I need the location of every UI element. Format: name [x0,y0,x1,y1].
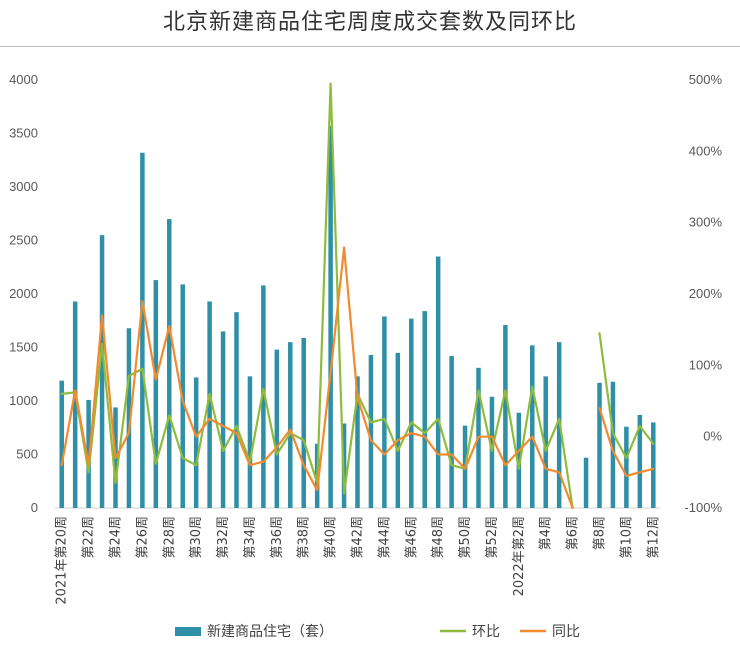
x-axis-tick-label: 第40周 [324,516,339,559]
x-axis-tick-label: 第6周 [566,516,581,550]
bar [449,356,454,508]
bar [610,381,616,508]
bar [395,352,401,508]
bar [382,316,387,508]
bar [597,382,602,508]
left-axis-tick-label: 1500 [9,340,38,355]
right-axis-tick-label: 200% [689,286,723,301]
left-axis-tick-label: 2000 [9,286,38,301]
left-axis-tick-label: 3500 [9,126,38,141]
bar [489,396,495,508]
bar [583,457,589,508]
bar [220,331,226,508]
x-axis-tick-label: 2022年第2周 [512,516,527,596]
bar [422,311,427,508]
chart-title: 北京新建商品住宅周度成交套数及同环比 [162,10,577,35]
x-axis-tick-label: 第30周 [189,516,204,559]
x-axis-tick-label: 第4周 [539,516,554,550]
legend-swatch-bar [175,627,201,636]
bar [409,318,414,508]
x-axis-tick-label: 第12周 [646,516,661,559]
bar [193,377,199,508]
x-axis-tick-label: 第32周 [216,516,231,559]
x-axis-tick-label: 第34周 [243,516,258,559]
legend-label: 环比 [472,624,500,640]
bar [207,301,212,508]
bar [288,342,293,508]
bar [328,126,333,508]
x-axis-tick-label: 第52周 [485,516,500,559]
x-axis-tick-label: 第46周 [404,516,419,559]
x-axis-tick-label: 第38周 [297,516,312,559]
legend-label: 新建商品住宅（套） [207,624,333,640]
left-axis-tick-label: 3000 [9,179,38,194]
bar [355,376,360,508]
x-axis-tick-label: 第22周 [82,516,97,559]
bar [247,376,253,508]
bar [72,301,78,508]
legend-label: 同比 [552,624,580,640]
x-axis-tick-label: 第26周 [135,516,150,559]
x-axis-tick-label: 第28周 [162,516,177,559]
bar [140,152,145,508]
x-axis-tick-label: 第36周 [270,516,285,559]
right-axis-tick-label: -100% [684,500,722,515]
left-axis-tick-label: 2500 [9,233,38,248]
bar [435,256,441,508]
bar [368,354,374,508]
bar [503,325,508,508]
x-axis-tick-label: 第10周 [619,516,634,559]
x-axis-tick-label: 第24周 [109,516,124,559]
right-axis-tick-label: 500% [689,72,723,87]
x-axis-tick-label: 第44周 [377,516,392,559]
bar [637,414,643,508]
bar [274,349,280,508]
bar [624,426,629,508]
left-axis-tick-label: 0 [31,500,38,515]
bar [59,380,64,508]
x-axis-tick-label: 第50周 [458,516,473,559]
right-axis-tick-label: 400% [689,143,723,158]
bar [543,376,548,508]
bar [153,280,159,508]
bar [261,285,266,508]
right-axis-tick-label: 0% [703,429,722,444]
left-axis-tick-label: 4000 [9,72,38,87]
bar [234,312,239,508]
x-axis-tick-label: 第42周 [351,516,366,559]
bar [530,345,535,508]
title-divider [0,46,740,47]
bar [126,328,132,508]
bar [301,337,306,508]
left-axis-tick-label: 1000 [9,393,38,408]
x-axis-tick-label: 2021年第20周 [55,516,70,605]
x-axis-tick-label: 第48周 [431,516,446,559]
left-axis-tick-label: 500 [16,447,38,462]
x-axis-tick-label: 第8周 [593,516,608,550]
right-axis-tick-label: 300% [689,215,723,230]
right-axis-tick-label: 100% [689,357,723,372]
series-line-yoy [60,246,655,510]
bar [651,422,656,508]
bar [167,219,172,508]
bar [516,412,522,508]
bar [99,235,105,508]
